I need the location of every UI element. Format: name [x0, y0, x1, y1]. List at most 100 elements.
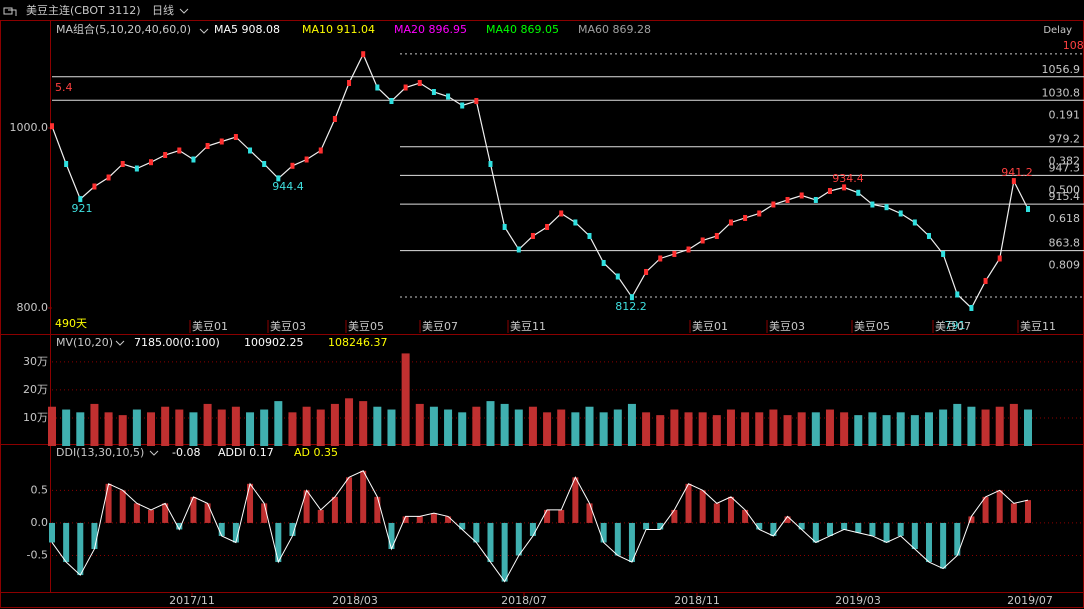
volume-bar	[203, 403, 212, 446]
volume-bar	[741, 412, 750, 446]
candle	[658, 255, 663, 262]
ma-label[interactable]: MA组合(5,10,20,40,60,0)	[56, 22, 191, 36]
ma-value: MA20 896.95	[394, 23, 467, 36]
ddi-bar	[176, 522, 183, 530]
ddi-bar	[317, 509, 324, 523]
candle	[219, 138, 224, 145]
volume-bar	[924, 412, 933, 446]
volume-bar	[825, 409, 834, 446]
ma-value: MA5 908.08	[214, 23, 280, 36]
volume-bar	[642, 412, 651, 446]
volume-bar	[415, 403, 424, 446]
ddi-bar	[699, 490, 706, 523]
volume-bar	[231, 406, 240, 446]
price-line	[51, 52, 1029, 309]
candle	[842, 184, 847, 191]
ddi-bar	[360, 470, 367, 523]
ddi-bar	[148, 509, 155, 523]
dropdown-arrow	[115, 340, 125, 346]
volume-bar	[302, 406, 311, 446]
date-label: 2018/03	[332, 594, 378, 607]
candle	[785, 196, 790, 203]
candle	[64, 160, 69, 167]
candle	[686, 246, 691, 253]
candle	[516, 246, 521, 253]
ddi-bar	[600, 522, 607, 543]
candle	[714, 232, 719, 239]
ddi-bar	[826, 522, 833, 536]
ddi-bar	[63, 522, 70, 563]
volume-bar	[585, 406, 594, 446]
volume-bar	[656, 415, 665, 446]
symbol[interactable]: 美豆主连(CBOT 3112)	[26, 4, 141, 17]
ddi-bar	[940, 522, 947, 569]
ddi-info: -0.08	[172, 446, 200, 459]
ddi-bar	[515, 522, 522, 556]
candle	[120, 160, 125, 167]
price-annotation: 944.4	[272, 180, 304, 193]
candle	[78, 196, 83, 203]
ddi-bar	[756, 522, 763, 530]
dropdown-arrow[interactable]	[179, 8, 189, 14]
ddi-bar	[430, 513, 437, 523]
candle	[431, 89, 436, 96]
ddi-bar	[727, 496, 734, 523]
candle	[332, 116, 337, 123]
candle	[969, 304, 974, 311]
candle	[601, 259, 606, 266]
volume-bar	[175, 409, 184, 446]
dropdown-arrow	[149, 450, 159, 456]
date-label: 2018/07	[501, 594, 547, 607]
candle	[629, 294, 634, 301]
ddi-bar	[1025, 500, 1031, 523]
volume-bar	[359, 401, 368, 446]
fib-price: 915.4	[1049, 190, 1081, 203]
candle	[205, 143, 210, 149]
candle	[1011, 178, 1016, 185]
contract-label: 美豆11	[510, 320, 546, 333]
ddi-bar	[77, 522, 84, 576]
fib-price: 1056.9	[1042, 63, 1081, 76]
ddi-bar	[119, 490, 126, 523]
contract-label: 美豆03	[769, 320, 805, 333]
ddi-bar	[388, 522, 395, 549]
ddi-label[interactable]: DDI(13,30,10,5)	[56, 446, 144, 459]
ddi-bar	[162, 503, 169, 523]
ddi-bar	[855, 522, 862, 533]
candle	[106, 174, 111, 181]
volume-bar	[939, 409, 948, 446]
candle	[530, 232, 535, 239]
volume-bar	[797, 412, 806, 446]
price-annotation: 934.4	[832, 172, 864, 185]
candle	[926, 232, 931, 239]
ddi-bar	[445, 516, 452, 523]
ddi-bar	[685, 483, 692, 523]
ddi-bar	[586, 503, 593, 523]
fib-ratio: 0.618	[1049, 212, 1081, 225]
volume-bar	[118, 415, 127, 446]
ddi-bar	[91, 522, 98, 549]
contract-label: 美豆01	[192, 320, 228, 333]
volume-bar	[246, 412, 255, 446]
candle	[827, 187, 832, 194]
price-annotation: 5.4	[55, 81, 73, 94]
volume-bar	[726, 409, 735, 446]
candle	[813, 196, 818, 203]
price-annotation: 1082.4	[1063, 39, 1084, 52]
ddi-bar	[742, 509, 749, 523]
window-icon[interactable]	[3, 7, 17, 16]
volume-bar	[76, 412, 85, 446]
period[interactable]: 日线	[152, 3, 174, 17]
candle	[700, 237, 705, 244]
volume-bar	[161, 406, 170, 446]
volume-label[interactable]: MV(10,20)	[56, 336, 113, 349]
volume-bar	[528, 406, 537, 446]
volume-bar	[967, 406, 976, 446]
volume-bar	[330, 403, 339, 446]
ddi-bar	[501, 522, 508, 582]
volume-bar	[288, 412, 297, 446]
fib-ratio: 0.500	[1049, 183, 1081, 196]
candle	[446, 93, 451, 100]
ddi-bar	[303, 490, 310, 523]
candle	[276, 175, 281, 182]
